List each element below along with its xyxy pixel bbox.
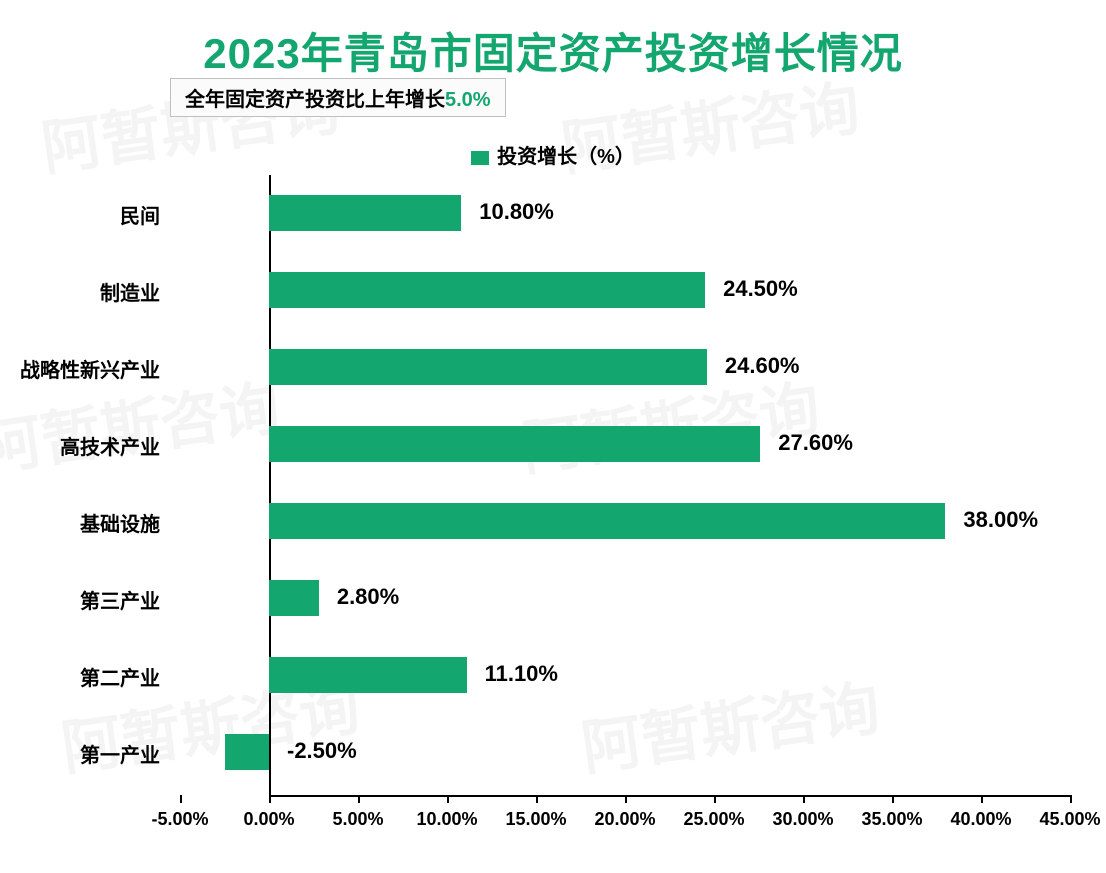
x-tick-mark [981,795,983,803]
bar-value-label: 10.80% [479,199,554,225]
category-label: 第三产业 [80,585,160,614]
x-tick-label: 35.00% [852,809,932,830]
x-tick-mark [892,795,894,803]
category-label: 基础设施 [80,508,160,537]
category-label: 制造业 [100,277,160,306]
bar-value-label: 2.80% [337,584,399,610]
x-tick-mark [536,795,538,803]
bar [269,426,760,462]
bar-value-label: -2.50% [287,738,357,764]
bar [269,657,467,693]
bar-value-label: 27.60% [778,430,853,456]
subtitle-highlight: 5.0% [445,89,491,111]
bar [269,195,461,231]
x-tick-label: 40.00% [941,809,1021,830]
chart-title: 2023年青岛市固定资产投资增长情况 [0,0,1106,81]
x-tick-label: 30.00% [763,809,843,830]
subtitle-prefix: 全年固定资产投资比上年增长 [185,89,445,111]
bar [269,349,707,385]
x-tick-label: 5.00% [318,809,398,830]
x-tick-label: 15.00% [496,809,576,830]
category-label: 战略性新兴产业 [20,354,160,383]
x-tick-label: 25.00% [674,809,754,830]
x-tick-label: -5.00% [140,809,220,830]
y-axis-line [269,175,271,795]
bar-chart: -5.00%0.00%5.00%10.00%15.00%20.00%25.00%… [180,175,1070,795]
bar [225,734,270,770]
x-tick-mark [180,795,182,803]
bar [269,272,705,308]
bar-value-label: 11.10% [485,661,558,687]
x-tick-mark [269,795,271,803]
x-axis-line [269,795,1070,797]
category-label: 第二产业 [80,662,160,691]
category-label: 民间 [120,200,160,229]
x-tick-label: 45.00% [1030,809,1106,830]
legend-label: 投资增长（%） [497,146,635,168]
legend-swatch [471,151,489,165]
x-tick-mark [1070,795,1072,803]
x-tick-label: 0.00% [229,809,309,830]
x-tick-label: 20.00% [585,809,665,830]
bar-value-label: 38.00% [963,507,1038,533]
x-tick-mark [625,795,627,803]
x-tick-mark [803,795,805,803]
category-label: 高技术产业 [60,431,160,460]
category-label: 第一产业 [80,739,160,768]
chart-subtitle: 全年固定资产投资比上年增长5.0% [170,78,506,117]
bar-value-label: 24.50% [723,276,798,302]
bar [269,503,945,539]
chart-legend: 投资增长（%） [0,140,1106,169]
x-tick-mark [714,795,716,803]
x-tick-label: 10.00% [407,809,487,830]
bar-value-label: 24.60% [725,353,800,379]
bar [269,580,319,616]
x-tick-mark [447,795,449,803]
x-tick-mark [358,795,360,803]
